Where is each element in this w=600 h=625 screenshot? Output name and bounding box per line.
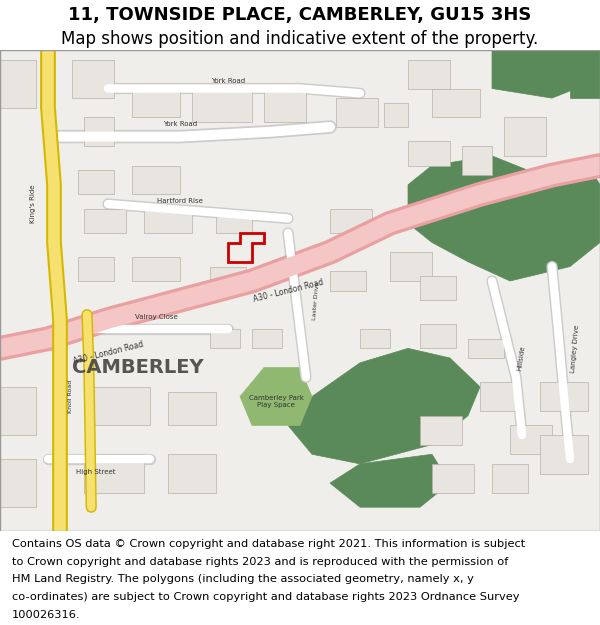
Text: Hillside: Hillside [516, 345, 526, 371]
Text: A30 - London Road: A30 - London Road [252, 278, 324, 304]
Polygon shape [420, 276, 456, 300]
Polygon shape [360, 329, 390, 348]
Polygon shape [264, 89, 306, 122]
Polygon shape [132, 166, 180, 194]
Text: York Road: York Road [163, 121, 197, 127]
Polygon shape [0, 387, 36, 435]
Text: Hartford Rise: Hartford Rise [157, 198, 203, 204]
Polygon shape [0, 59, 36, 108]
Polygon shape [168, 392, 216, 426]
Polygon shape [390, 252, 432, 281]
Text: King's Ride: King's Ride [30, 185, 36, 223]
Polygon shape [84, 209, 126, 233]
Polygon shape [78, 257, 114, 281]
Polygon shape [408, 156, 600, 281]
Text: High Street: High Street [76, 469, 116, 475]
Polygon shape [78, 170, 114, 194]
Text: Knoll Road: Knoll Road [68, 380, 73, 413]
Text: A30 - London Road: A30 - London Road [72, 340, 144, 366]
Text: 11, TOWNSIDE PLACE, CAMBERLEY, GU15 3HS: 11, TOWNSIDE PLACE, CAMBERLEY, GU15 3HS [68, 6, 532, 24]
Polygon shape [132, 89, 180, 118]
Polygon shape [420, 416, 462, 444]
Polygon shape [540, 435, 588, 474]
Polygon shape [210, 329, 240, 348]
Polygon shape [168, 454, 216, 493]
Polygon shape [492, 464, 528, 492]
Polygon shape [132, 257, 180, 281]
Polygon shape [72, 59, 114, 98]
Polygon shape [408, 59, 450, 89]
Polygon shape [288, 348, 480, 464]
Polygon shape [480, 382, 516, 411]
Polygon shape [330, 271, 366, 291]
Polygon shape [252, 329, 282, 348]
Text: Map shows position and indicative extent of the property.: Map shows position and indicative extent… [61, 30, 539, 48]
Polygon shape [384, 103, 408, 127]
Text: York Road: York Road [211, 78, 245, 84]
Polygon shape [336, 98, 378, 127]
Polygon shape [216, 214, 252, 233]
Polygon shape [240, 368, 312, 426]
Text: HM Land Registry. The polygons (including the associated geometry, namely x, y: HM Land Registry. The polygons (includin… [12, 574, 474, 584]
Polygon shape [90, 387, 150, 426]
Polygon shape [432, 464, 474, 492]
Text: Langley Drive: Langley Drive [570, 324, 580, 372]
Polygon shape [84, 454, 144, 493]
Polygon shape [570, 50, 600, 98]
Polygon shape [468, 339, 504, 358]
Text: to Crown copyright and database rights 2023 and is reproduced with the permissio: to Crown copyright and database rights 2… [12, 556, 508, 566]
Text: Camberley Park
Play Space: Camberley Park Play Space [248, 395, 304, 408]
Text: Valroy Close: Valroy Close [134, 314, 178, 319]
Polygon shape [462, 146, 492, 175]
Polygon shape [0, 459, 36, 508]
Text: 100026316.: 100026316. [12, 610, 80, 620]
Polygon shape [210, 266, 246, 291]
Polygon shape [330, 454, 450, 508]
Polygon shape [492, 50, 588, 98]
Polygon shape [420, 324, 456, 348]
Text: co-ordinates) are subject to Crown copyright and database rights 2023 Ordnance S: co-ordinates) are subject to Crown copyr… [12, 592, 520, 602]
Text: Contains OS data © Crown copyright and database right 2021. This information is : Contains OS data © Crown copyright and d… [12, 539, 525, 549]
Polygon shape [192, 89, 252, 122]
Polygon shape [540, 382, 588, 411]
Polygon shape [330, 209, 372, 233]
Polygon shape [144, 209, 192, 233]
Polygon shape [510, 426, 552, 454]
Polygon shape [408, 141, 450, 166]
Polygon shape [432, 89, 480, 118]
Text: Laster Drive: Laster Drive [312, 281, 320, 319]
Polygon shape [84, 118, 114, 146]
Text: CAMBERLEY: CAMBERLEY [72, 358, 203, 377]
Polygon shape [504, 118, 546, 156]
